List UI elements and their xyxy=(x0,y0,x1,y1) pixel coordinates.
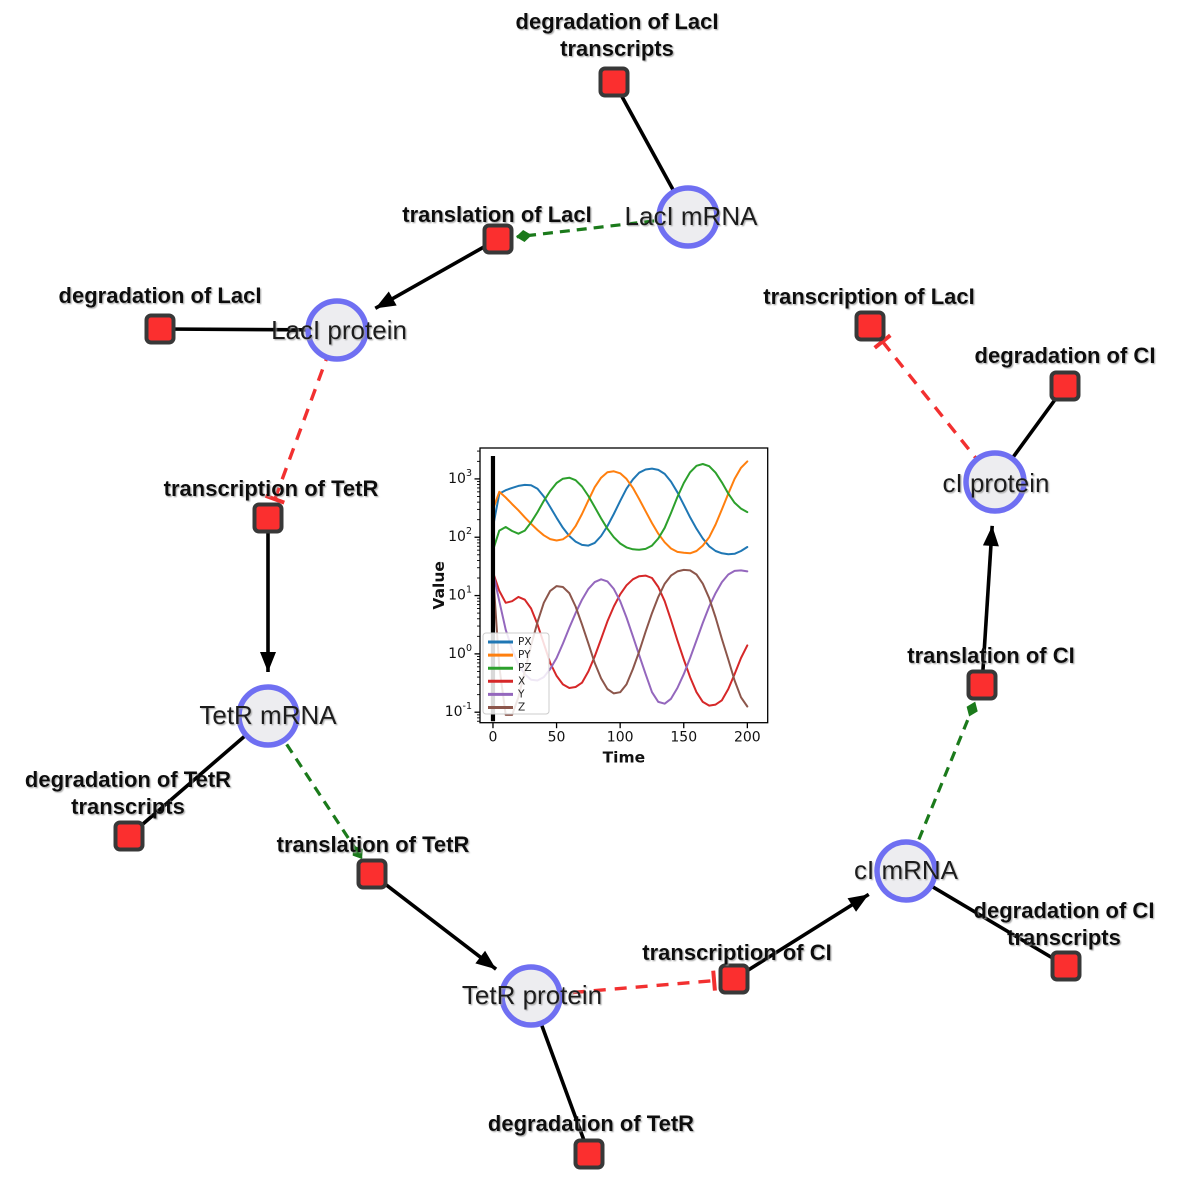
species-node-ci_mrna xyxy=(874,839,938,903)
y-tick-label: 103 xyxy=(448,467,472,487)
legend-label-Y: Y xyxy=(517,688,525,700)
edge-production-transl_tetr-tetr_protein xyxy=(370,872,498,971)
series-X xyxy=(492,571,749,707)
edge-production-tx_ci-ci_mrna xyxy=(733,892,870,981)
reaction-label-tx_tetr: transcription of TetR xyxy=(164,476,379,501)
reaction-label-transl_tetr: translation of TetR xyxy=(277,832,470,857)
reaction-node-deg_tetr xyxy=(573,1138,605,1170)
series-PY xyxy=(492,460,749,555)
reaction-label-tx_laci: transcription of LacI xyxy=(763,284,974,309)
x-tick-label: 100 xyxy=(607,730,634,746)
reaction-label-deg_tetr: degradation of TetR xyxy=(488,1111,694,1136)
species-label-tetr_protein: TetR protein xyxy=(462,980,602,1010)
y-tick-label: 102 xyxy=(448,526,472,546)
reaction-node-tx_tetr xyxy=(252,502,284,534)
reaction-node-tx_ci xyxy=(718,963,750,995)
reaction-label-transl_laci: translation of LacI xyxy=(402,202,591,227)
species-node-tetr_protein xyxy=(499,964,563,1028)
reaction-label-deg_laci: degradation of LacI xyxy=(59,283,262,308)
species-label-laci_protein: LacI protein xyxy=(271,315,407,345)
legend-label-Z: Z xyxy=(518,702,525,714)
reaction-node-deg_ci_tx xyxy=(1050,950,1082,982)
legend-label-PX: PX xyxy=(518,636,532,648)
species-label-tetr_mrna: TetR mRNA xyxy=(199,700,337,730)
species-node-tetr_mrna xyxy=(236,684,300,748)
edge-modifier-tetr_mrna-transl_tetr xyxy=(266,715,363,860)
x-tick-label: 0 xyxy=(489,730,498,746)
x-axis-label: Time xyxy=(603,749,646,764)
species-label-ci_protein: cI protein xyxy=(943,468,1050,498)
inset-chart: 10-1 100 101 102 103 0 50 100 150 200 Time Value PX P… xyxy=(430,432,778,767)
species-label-ci_mrna: cI mRNA xyxy=(854,855,959,885)
reaction-node-transl_ci xyxy=(966,669,998,701)
x-tick-label: 50 xyxy=(548,730,566,746)
reaction-node-tx_laci xyxy=(854,310,886,342)
y-tick-label: 10-1 xyxy=(445,701,472,721)
legend-box xyxy=(482,632,550,715)
reaction-node-deg_tetr_tx xyxy=(113,820,145,852)
reaction-label-deg_ci: degradation of CI xyxy=(975,343,1156,368)
edge-modifier-laci_mrna-transl_laci xyxy=(515,215,689,242)
legend-label-X: X xyxy=(518,675,525,687)
legend-label-PZ: PZ xyxy=(518,662,532,674)
y-tick-label: 101 xyxy=(448,584,472,604)
reaction-node-deg_laci_tx xyxy=(598,66,630,98)
reaction-label-transl_ci: translation of CI xyxy=(907,643,1074,668)
x-tick-label: 200 xyxy=(734,730,761,746)
legend-label-PY: PY xyxy=(518,649,531,661)
edge-modifier-ci_mrna-transl_ci xyxy=(904,701,978,872)
reaction-label-deg_tetr_tx: degradation of TetR transcripts xyxy=(25,767,231,819)
x-tick-label: 150 xyxy=(670,730,697,746)
reaction-node-transl_tetr xyxy=(356,858,388,890)
reaction-node-transl_laci xyxy=(482,223,514,255)
reaction-label-tx_ci: transcription of CI xyxy=(642,940,831,965)
labels-layer: LacI mRNA LacI protein TetR mRNA TetR prote… xyxy=(25,9,1156,1136)
y-axis-label: Value xyxy=(430,561,448,609)
reaction-node-deg_laci xyxy=(144,313,176,345)
reaction-label-deg_ci_tx: degradation of CI transcripts xyxy=(974,898,1155,950)
reaction-node-deg_ci xyxy=(1049,370,1081,402)
series-PX xyxy=(492,467,749,556)
y-tick-label: 100 xyxy=(448,642,472,662)
series-PZ xyxy=(492,463,749,552)
species-label-laci_mrna: LacI mRNA xyxy=(625,201,759,231)
species-node-laci_mrna xyxy=(656,185,720,249)
species-node-laci_protein xyxy=(305,298,369,362)
reaction-label-deg_laci_tx: degradation of LacI transcripts xyxy=(516,9,719,61)
nodes-layer xyxy=(113,66,1082,1170)
edge-production-transl_laci-laci_protein xyxy=(374,237,499,310)
series-Z xyxy=(492,568,749,716)
edge-production-transl_ci-ci_protein xyxy=(980,525,999,686)
species-node-ci_protein xyxy=(963,450,1027,514)
